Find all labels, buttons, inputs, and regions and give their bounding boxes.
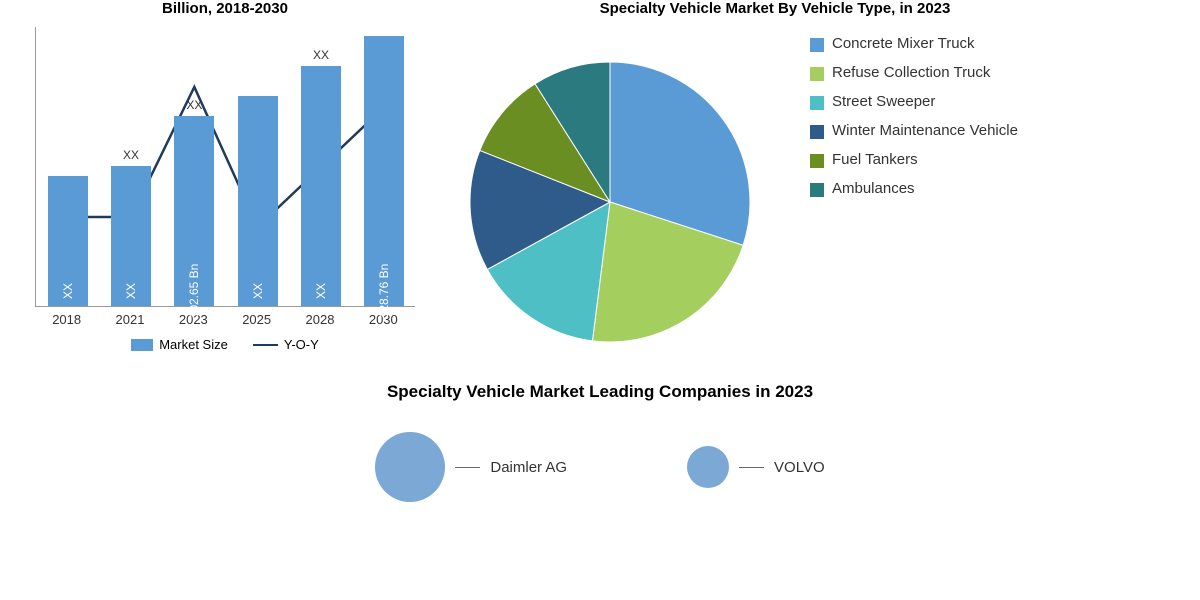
company-bubbles: Daimler AG VOLVO xyxy=(0,432,1200,502)
bubble-connector xyxy=(739,467,764,468)
pie-legend-label: Fuel Tankers xyxy=(832,151,918,168)
bar-chart-panel: Billion, 2018-2030 XXXXXX102.65 BnXXXXXX… xyxy=(0,0,450,352)
legend-color-box xyxy=(810,96,824,110)
pie-legend-item: Concrete Mixer Truck xyxy=(810,35,1200,52)
bar-x-axis: 201820212023202520282030 xyxy=(35,312,415,327)
pie-legend-item: Refuse Collection Truck xyxy=(810,64,1200,81)
company-bubble-item: Daimler AG xyxy=(375,432,567,502)
pie-legend-label: Winter Maintenance Vehicle xyxy=(832,122,1018,139)
pie-legend-item: Street Sweeper xyxy=(810,93,1200,110)
bar-value-label: XX xyxy=(124,283,138,299)
legend-line-label: Y-O-Y xyxy=(284,337,319,352)
x-axis-label: 2028 xyxy=(288,312,351,327)
legend-bar-label: Market Size xyxy=(159,337,228,352)
x-axis-label: 2018 xyxy=(35,312,98,327)
pie-legend-item: Ambulances xyxy=(810,180,1200,197)
company-bubble xyxy=(375,432,445,502)
bar: XXXX xyxy=(111,166,151,306)
bar-chart-area: XXXXXX102.65 BnXXXXXXXX128.76 Bn xyxy=(35,27,415,307)
company-label: Daimler AG xyxy=(490,459,567,476)
company-label: VOLVO xyxy=(774,459,825,476)
legend-color-box xyxy=(810,67,824,81)
bar-value-label: 102.65 Bn xyxy=(187,264,201,319)
bar-value-label: XX xyxy=(251,283,265,299)
bar: XX xyxy=(238,96,278,306)
bar-top-label: XX xyxy=(186,98,202,112)
pie-legend-label: Street Sweeper xyxy=(832,93,935,110)
companies-title: Specialty Vehicle Market Leading Compani… xyxy=(0,382,1200,402)
bar: 102.65 BnXX xyxy=(174,116,214,306)
pie-legend-label: Refuse Collection Truck xyxy=(832,64,990,81)
bubble-connector xyxy=(455,467,480,468)
x-axis-label: 2021 xyxy=(98,312,161,327)
companies-panel: Specialty Vehicle Market Leading Compani… xyxy=(0,382,1200,502)
pie-legend-label: Ambulances xyxy=(832,180,915,197)
legend-yoy: Y-O-Y xyxy=(253,337,319,352)
bar-value-label: XX xyxy=(314,283,328,299)
bar-chart-title: Billion, 2018-2030 xyxy=(20,0,430,17)
pie-legend: Concrete Mixer Truck Refuse Collection Tr… xyxy=(790,0,1200,352)
pie-legend-label: Concrete Mixer Truck xyxy=(832,35,975,52)
x-axis-label: 2025 xyxy=(225,312,288,327)
pie-chart xyxy=(460,52,760,352)
legend-color-box xyxy=(810,183,824,197)
legend-market-size: Market Size xyxy=(131,337,228,352)
company-bubble-item: VOLVO xyxy=(687,446,825,488)
legend-color-box xyxy=(810,38,824,52)
bar-value-label: 128.76 Bn xyxy=(377,264,391,319)
yoy-line xyxy=(36,27,416,307)
company-bubble xyxy=(687,446,729,488)
bar-value-label: XX xyxy=(61,283,75,299)
bar: 128.76 Bn xyxy=(364,36,404,306)
bar-top-label: XX xyxy=(123,148,139,162)
legend-color-box xyxy=(810,125,824,139)
pie-chart-panel: Specialty Vehicle Market By Vehicle Type… xyxy=(450,0,1200,352)
pie-legend-item: Fuel Tankers xyxy=(810,151,1200,168)
bar: XX xyxy=(48,176,88,306)
legend-color-box xyxy=(810,154,824,168)
bar-legend: Market Size Y-O-Y xyxy=(20,337,430,352)
bar-top-label: XX xyxy=(313,48,329,62)
pie-legend-item: Winter Maintenance Vehicle xyxy=(810,122,1200,139)
bar: XXXX xyxy=(301,66,341,306)
